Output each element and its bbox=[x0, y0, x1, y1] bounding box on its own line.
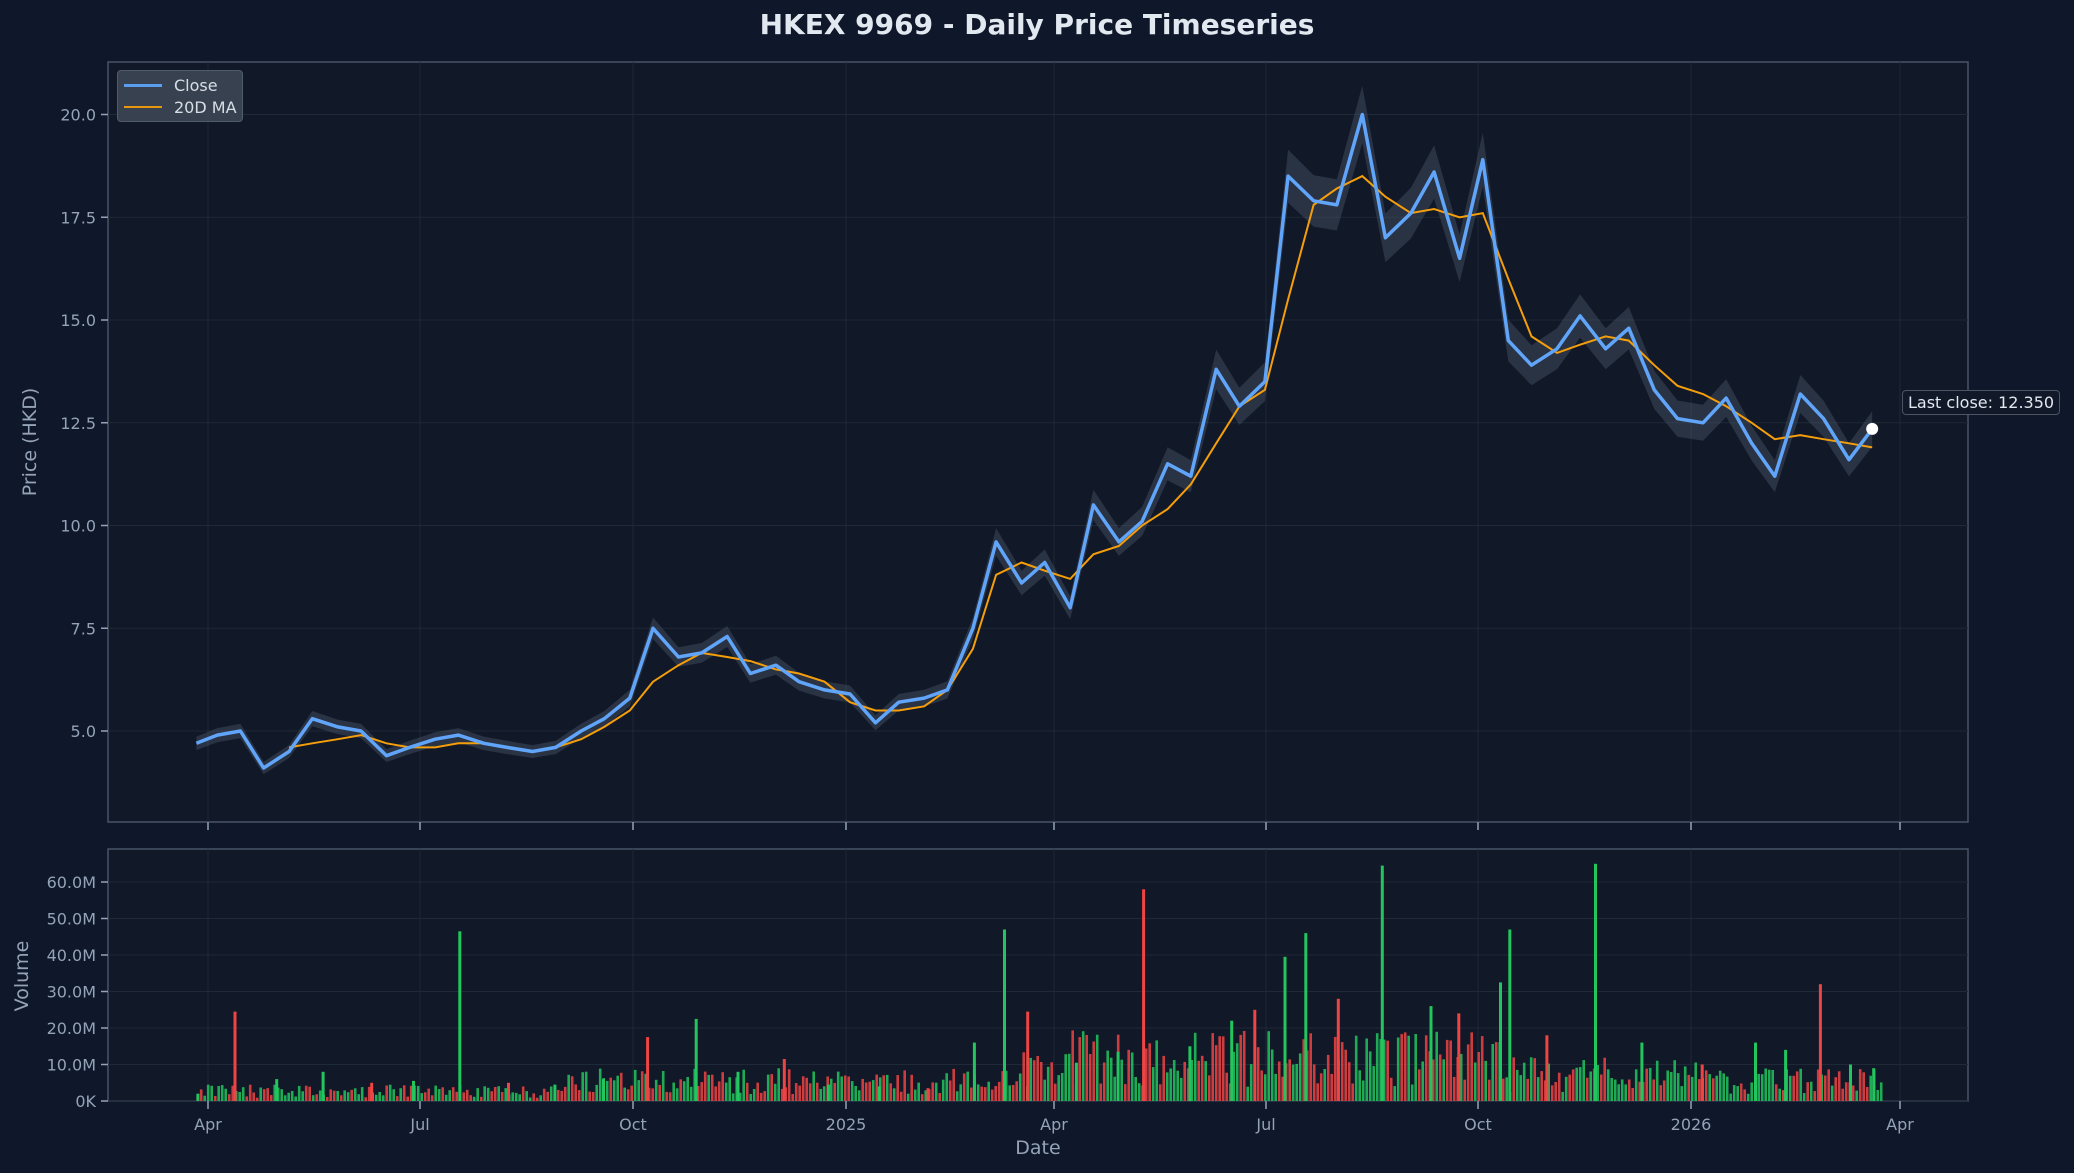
svg-text:40.0M: 40.0M bbox=[47, 946, 96, 965]
volume-y-ticks: 0K 10.0M 20.0M 30.0M 40.0M 50.0M 60.0M bbox=[47, 873, 108, 1111]
price-range-band bbox=[196, 85, 1873, 775]
svg-text:Oct: Oct bbox=[619, 1115, 647, 1134]
svg-text:Apr: Apr bbox=[194, 1115, 222, 1134]
svg-text:20.0: 20.0 bbox=[60, 106, 96, 125]
close-price-line bbox=[195, 112, 1874, 770]
svg-text:5.0: 5.0 bbox=[71, 722, 96, 741]
ma-line-swatch-icon bbox=[124, 106, 162, 108]
legend-item-close: Close bbox=[124, 75, 218, 95]
svg-text:30.0M: 30.0M bbox=[47, 983, 96, 1002]
svg-text:2025: 2025 bbox=[826, 1115, 867, 1134]
chart-legend: Close 20D MA bbox=[117, 70, 243, 122]
volume-gridlines bbox=[108, 849, 1968, 1102]
svg-text:12.5: 12.5 bbox=[60, 414, 96, 433]
price-y-ticks: 5.0 7.5 10.0 12.5 15.0 17.5 20.0 bbox=[60, 106, 108, 741]
x-axis-label: Date bbox=[1015, 1137, 1060, 1159]
legend-item-ma: 20D MA bbox=[124, 97, 237, 117]
price-axis-label: Price (HKD) bbox=[19, 388, 41, 497]
svg-text:10.0M: 10.0M bbox=[47, 1056, 96, 1075]
svg-text:10.0: 10.0 bbox=[60, 517, 96, 536]
svg-text:15.0: 15.0 bbox=[60, 311, 96, 330]
volume-axis-label: Volume bbox=[11, 941, 33, 1012]
legend-label-ma: 20D MA bbox=[174, 97, 237, 117]
last-close-annotation: Last close: 12.350 bbox=[1902, 390, 2061, 415]
svg-text:60.0M: 60.0M bbox=[47, 873, 96, 892]
svg-text:Apr: Apr bbox=[1040, 1115, 1068, 1134]
svg-text:Jul: Jul bbox=[409, 1115, 429, 1134]
svg-text:2026: 2026 bbox=[1671, 1115, 1712, 1134]
legend-label-close: Close bbox=[174, 75, 218, 95]
svg-text:Apr: Apr bbox=[1886, 1115, 1914, 1134]
svg-text:Oct: Oct bbox=[1464, 1115, 1492, 1134]
last-close-marker bbox=[1866, 422, 1879, 435]
svg-text:7.5: 7.5 bbox=[71, 619, 96, 638]
svg-text:17.5: 17.5 bbox=[60, 208, 96, 227]
volume-bars bbox=[196, 863, 1883, 1102]
price-plot-area bbox=[107, 61, 1969, 823]
volume-x-ticks: Apr Jul Oct 2025 Apr Jul Oct 2026 Apr bbox=[194, 1101, 1914, 1134]
price-x-ticks bbox=[207, 822, 1901, 830]
svg-text:0K: 0K bbox=[75, 1092, 96, 1111]
svg-text:20.0M: 20.0M bbox=[47, 1019, 96, 1038]
close-line-swatch-icon bbox=[124, 83, 162, 87]
price-gridlines bbox=[108, 62, 1968, 822]
svg-text:Jul: Jul bbox=[1255, 1115, 1275, 1134]
svg-text:50.0M: 50.0M bbox=[47, 910, 96, 929]
chart-title: HKEX 9969 - Daily Price Timeseries bbox=[759, 8, 1315, 41]
